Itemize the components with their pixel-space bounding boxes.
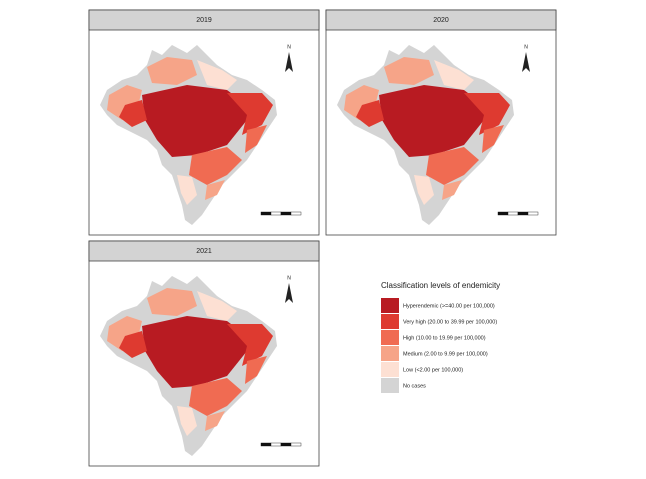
north-arrow: [285, 52, 293, 72]
legend-label: No cases: [403, 383, 426, 389]
scale-bar: [290, 442, 302, 447]
north-arrow: [522, 52, 530, 72]
legend-title: Classification levels of endemicity: [381, 281, 500, 290]
legend-label: Hyperendemic (>=40.00 per 100,000): [403, 303, 495, 309]
scale-bar: [517, 211, 529, 216]
north-label: N: [524, 44, 528, 50]
panel-title: 2020: [433, 17, 449, 24]
legend-swatch: [381, 378, 399, 393]
scale-bar: [260, 442, 272, 447]
scale-bar: [497, 211, 509, 216]
legend-label: Medium (2.00 to 9.99 per 100,000): [403, 351, 488, 357]
north-arrow: [285, 283, 293, 303]
scale-bar: [507, 211, 519, 216]
scale-bar: [260, 211, 272, 216]
legend-swatch: [381, 298, 399, 313]
scale-bar: [280, 211, 292, 216]
north-label: N: [287, 275, 291, 281]
scale-bar: [527, 211, 539, 216]
panel-header: [325, 9, 557, 31]
legend-swatch: [381, 346, 399, 361]
map-panel: 2019 N: [88, 9, 320, 236]
scale-bar: [280, 442, 292, 447]
panel-title: 2019: [196, 17, 212, 24]
panel-title: 2021: [196, 248, 212, 255]
legend-label: High (10.00 to 19.99 per 100,000): [403, 335, 486, 341]
legend: Classification levels of endemicity Hype…: [381, 281, 500, 393]
legend-label: Low (<2.00 per 100,000): [403, 367, 463, 373]
panel-header: [88, 9, 320, 31]
panels: 2019 N 2020 N 2021 N: [88, 9, 557, 467]
panel-header: [88, 240, 320, 262]
north-label: N: [287, 44, 291, 50]
scale-bar: [270, 211, 282, 216]
scale-bar: [290, 211, 302, 216]
legend-swatch: [381, 362, 399, 377]
legend-label: Very high (20.00 to 39.99 per 100,000): [403, 319, 497, 325]
legend-swatch: [381, 314, 399, 329]
scale-bar: [270, 442, 282, 447]
map-panel: 2020 N: [325, 9, 557, 236]
legend-swatch: [381, 330, 399, 345]
map-panel: 2021 N: [88, 240, 320, 467]
